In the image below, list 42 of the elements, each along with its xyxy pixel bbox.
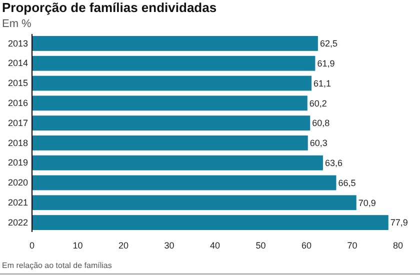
y-tick-label: 2018 <box>8 138 28 148</box>
y-tick-label: 2014 <box>8 58 28 68</box>
x-tick-label: 60 <box>301 240 312 250</box>
y-tick-label: 2017 <box>8 118 28 128</box>
bar <box>32 116 310 131</box>
bar <box>32 215 388 230</box>
data-label: 62,5 <box>320 38 338 49</box>
data-label: 60,8 <box>312 118 330 128</box>
bar <box>32 155 323 170</box>
data-label: 61,1 <box>314 78 332 88</box>
bar <box>32 96 308 111</box>
data-label: 61,9 <box>317 58 335 68</box>
chart-title: Proporção de famílias endividadas <box>2 0 217 15</box>
chart-subtitle: Em % <box>2 18 32 30</box>
x-tick-label: 40 <box>210 240 220 250</box>
x-tick-label: 20 <box>118 240 129 250</box>
text: Em relação ao total de famílias <box>2 261 112 270</box>
data-label: 66,5 <box>338 178 356 188</box>
y-tick-label: 2022 <box>8 217 28 228</box>
bar <box>32 56 316 71</box>
x-tick-label: 50 <box>256 240 266 250</box>
x-tick-label: 10 <box>72 240 83 250</box>
data-label: 77,9 <box>390 218 408 228</box>
y-tick-label: 2020 <box>8 178 28 188</box>
data-label: 60,2 <box>309 98 327 108</box>
bar <box>32 76 312 91</box>
x-tick-label: 30 <box>164 240 174 250</box>
x-tick-label: 80 <box>392 240 404 250</box>
bar <box>32 195 356 210</box>
x-tick-label: 70 <box>347 240 358 250</box>
data-label: 70,9 <box>358 198 376 208</box>
data-label: 60,3 <box>310 138 328 148</box>
bar <box>32 175 336 190</box>
y-tick-label: 2016 <box>8 98 28 108</box>
y-tick-label: 2019 <box>8 158 28 168</box>
x-tick-label: 0 <box>29 240 35 250</box>
data-label: 63,6 <box>324 158 342 168</box>
bar <box>32 36 318 51</box>
bar <box>32 135 308 150</box>
y-tick-label: 2013 <box>8 38 28 48</box>
y-tick-label: 2021 <box>8 198 28 208</box>
y-tick-label: 2015 <box>8 78 28 88</box>
